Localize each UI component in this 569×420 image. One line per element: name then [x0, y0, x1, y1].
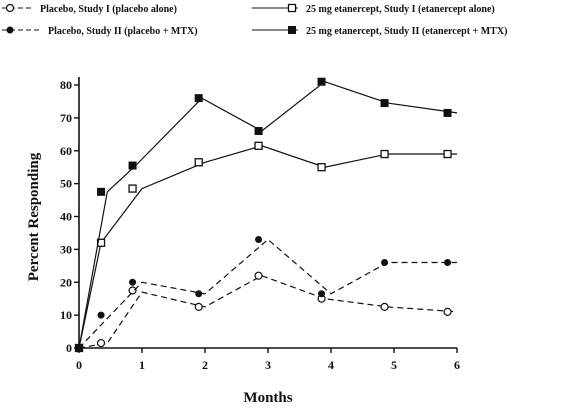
series-3 [74, 141, 457, 353]
x-tick-label: 6 [454, 358, 460, 372]
data-point [194, 94, 203, 103]
data-point [380, 149, 389, 159]
data-point [380, 302, 389, 312]
series-line [78, 275, 458, 349]
data-point [194, 302, 203, 312]
legend-label: 25 mg etanercept, Study I (etanercept al… [306, 4, 495, 15]
data-point [254, 141, 263, 150]
data-point [443, 149, 452, 159]
data-point [96, 338, 106, 348]
series-group [74, 77, 458, 353]
data-point [443, 108, 452, 117]
data-point [317, 163, 326, 172]
data-point [443, 307, 452, 316]
x-tick-label: 1 [139, 358, 145, 372]
y-tick-label: 40 [60, 210, 72, 224]
data-point [317, 77, 326, 86]
legend-marker-swatch [287, 3, 297, 13]
data-point [75, 344, 83, 352]
y-tick-label: 60 [60, 144, 72, 158]
data-point [380, 99, 389, 108]
legend-item-4: 25 mg etanercept, Study II (etanercept +… [252, 26, 507, 37]
series-line [78, 145, 457, 349]
data-point [254, 271, 263, 280]
series-line [78, 81, 458, 349]
x-tick-label: 4 [328, 358, 334, 372]
series-4 [75, 77, 458, 352]
y-tick-label: 30 [60, 242, 72, 256]
legend-marker-swatch [288, 26, 296, 34]
data-point [318, 290, 326, 298]
data-point [97, 311, 105, 319]
data-point [255, 236, 263, 244]
data-point [128, 286, 137, 295]
legend-marker-swatch [5, 3, 15, 13]
x-tick-label: 0 [76, 358, 82, 372]
x-tick-label: 2 [202, 358, 208, 372]
y-tick-label: 70 [60, 111, 72, 125]
legend-label: Placebo, Study II (placebo + MTX) [48, 26, 198, 37]
y-tick-label: 20 [60, 275, 72, 289]
data-point [128, 161, 137, 170]
legend-label: Placebo, Study I (placebo alone) [40, 4, 177, 15]
y-tick-label: 80 [60, 78, 72, 92]
y-tick-label: 50 [60, 177, 72, 191]
legend: Placebo, Study I (placebo alone) Placebo,… [2, 3, 507, 37]
data-point [129, 278, 137, 286]
axes: 0 10 20 30 40 50 60 70 80 0 1 2 3 4 5 6 [60, 77, 460, 372]
x-tick-label: 3 [265, 358, 271, 372]
data-point [195, 290, 203, 298]
legend-item-3: 25 mg etanercept, Study I (etanercept al… [252, 3, 495, 15]
data-point [254, 127, 263, 136]
legend-item-1: Placebo, Study I (placebo alone) [2, 3, 177, 15]
y-tick-label: 0 [66, 341, 72, 355]
data-point [97, 187, 106, 196]
legend-label: 25 mg etanercept, Study II (etanercept +… [306, 26, 507, 37]
data-point [194, 158, 203, 167]
legend-marker-swatch [6, 26, 14, 34]
data-point [444, 259, 452, 267]
y-axis-label: Percent Responding [26, 152, 42, 281]
data-point [128, 184, 137, 193]
data-point [381, 259, 389, 267]
legend-item-2: Placebo, Study II (placebo + MTX) [2, 26, 198, 37]
series-line [78, 238, 457, 349]
y-tick-label: 10 [60, 308, 72, 322]
x-tick-label: 5 [391, 358, 397, 372]
x-axis-label: Months [243, 390, 292, 406]
